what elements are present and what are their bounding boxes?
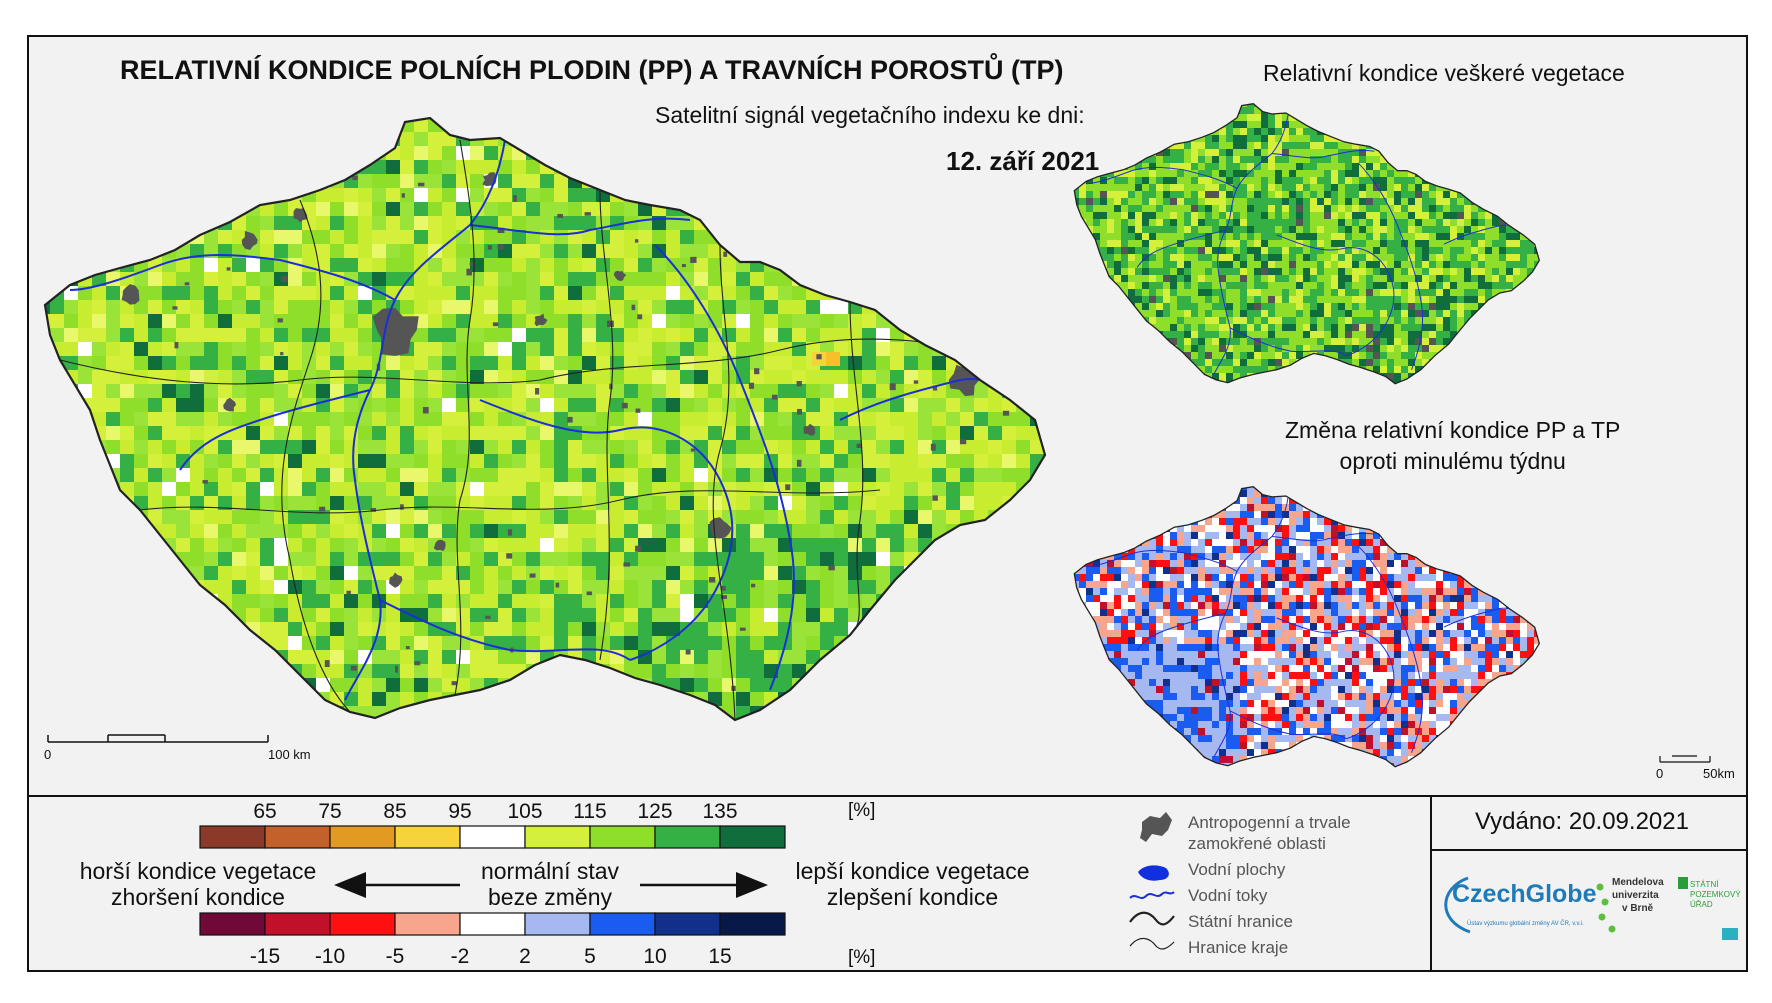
legend-divider [27,795,1748,797]
legend-tick: 15 [708,945,732,968]
legend-tick: -10 [314,945,346,968]
water-legend-label: Vodní plochy [1188,860,1286,879]
main-scale-start: 0 [44,747,52,762]
legend-tick: 10 [643,945,667,968]
czechglobe-logo-sub: Ústav výzkumu globální změny AV ČR, v.v.… [1467,921,1584,927]
issued-divider [1430,795,1432,972]
logos-divider [1430,849,1748,851]
legend-tick: 105 [507,800,543,823]
legend-swatch [719,825,786,849]
state-border-icon [1129,911,1175,926]
spu-logo: STÁTNÍ POZEMKOVÝ ÚŘAD [1690,880,1741,909]
czechglobe-logo: CzechGlobe [1452,880,1597,908]
main-title: RELATIVNÍ KONDICE POLNÍCH PLODIN (PP) A … [120,55,1064,85]
issued-date: Vydáno: 20.09.2021 [1475,808,1689,835]
urban-legend-label: Antropogenní a trvale zamokřené oblasti [1188,813,1351,853]
main-scale-end: 100 km [268,747,311,762]
river-icon [1129,891,1175,899]
legend-tick: -2 [450,945,470,968]
right-arrow [640,872,768,898]
legend-swatch [719,912,786,936]
main-subtitle: Satelitní signál vegetačního indexu ke d… [655,102,1085,128]
region-border-legend-label: Hranice kraje [1188,938,1289,957]
legend-change-unit: [%] [848,947,876,968]
legend-tick: 95 [448,800,472,823]
mendel-university-logo: Mendelova univerzita v Brně [1612,877,1664,914]
inset-scale-start: 0 [1656,766,1664,781]
right-label: lepší kondice vegetace zlepšení kondice [795,858,1030,910]
legend-tick: 115 [573,800,607,823]
river-legend-label: Vodní toky [1188,886,1268,905]
main-date: 12. září 2021 [946,146,1100,176]
legend-tick: 85 [383,800,407,823]
left-arrow [334,872,460,898]
main-scale-bar [47,734,269,743]
legend-tick: -5 [385,945,405,968]
legend-tick: 65 [253,800,277,823]
water-body-icon [1138,865,1169,881]
urban-area-icon [1140,812,1172,842]
inset-change-title: Změna relativní kondice PP a TP oproti m… [1285,417,1621,474]
legend-tick: 75 [318,800,342,823]
legend-tick: 2 [519,945,531,968]
inset-vegetation-title: Relativní kondice veškeré vegetace [1263,60,1625,86]
left-label: horší kondice vegetace zhoršení kondice [79,858,317,910]
legend-tick: 125 [637,800,673,823]
legend-tick: -15 [249,945,281,968]
legend-tick: 135 [702,800,738,823]
inset-scale-end: 50km [1703,766,1735,781]
state-border-legend-label: Státní hranice [1188,912,1293,931]
region-border-icon [1129,937,1175,950]
legend-condition-unit: [%] [848,800,876,821]
legend-tick: 5 [584,945,596,968]
center-label: normální stav beze změny [480,858,620,910]
